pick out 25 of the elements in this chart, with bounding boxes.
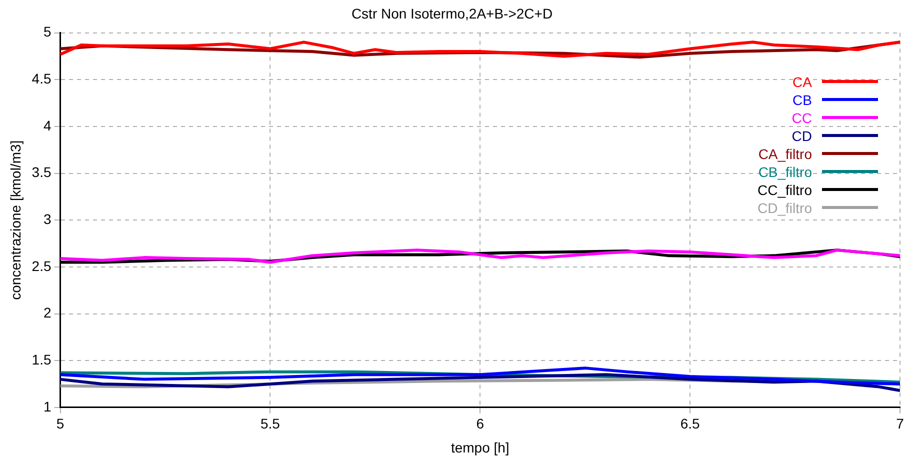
x-tick-label: 5	[56, 416, 64, 432]
y-axis-title: concentrazione [kmol/m3]	[7, 140, 24, 300]
legend-label: CD_filtro	[758, 198, 812, 217]
legend-label: CA	[792, 72, 812, 91]
x-axis-title: tempo [h]	[450, 439, 510, 456]
x-tick-label: 6	[476, 416, 484, 432]
legend-label: CB	[792, 90, 812, 109]
legend-label: CD	[792, 126, 812, 145]
y-tick-label: 3	[43, 210, 52, 227]
y-tick-label: 1	[43, 398, 52, 414]
y-tick-label: 2.5	[32, 258, 52, 274]
y-tick-label: 4.5	[32, 70, 52, 86]
legend-label: CC_filtro	[758, 180, 812, 199]
x-tick-label: 5.5	[260, 416, 280, 432]
x-tick-label: 6.5	[680, 416, 700, 432]
y-tick-label: 4	[43, 117, 52, 134]
y-tick-label: 1.5	[32, 351, 52, 368]
legend-label: CA_filtro	[758, 144, 812, 163]
x-tick-label: 7	[896, 416, 904, 432]
y-tick-label: 5	[43, 24, 52, 40]
chart-title: Cstr Non Isotermo,2A+B->2C+D	[351, 5, 553, 22]
y-tick-label: 2	[43, 304, 52, 321]
legend-label: CC	[792, 108, 812, 127]
y-tick-label: 3.5	[32, 164, 52, 180]
legend-label: CB_filtro	[758, 162, 812, 181]
